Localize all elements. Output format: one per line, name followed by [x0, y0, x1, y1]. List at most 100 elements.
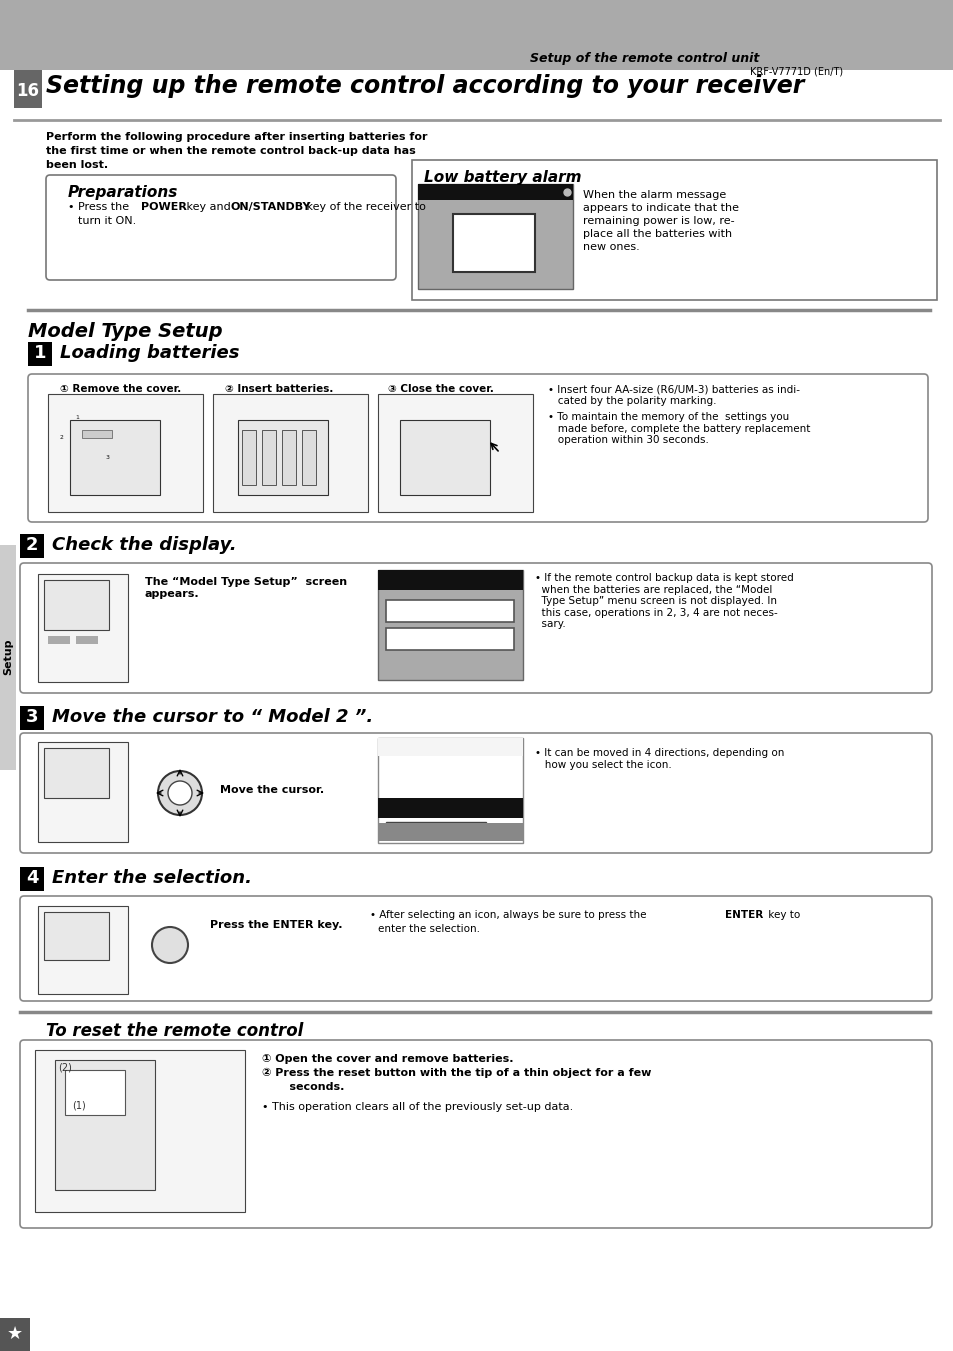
Text: To reset the remote control: To reset the remote control: [46, 1021, 303, 1040]
Bar: [44, 580, 109, 630]
Bar: [417, 184, 573, 200]
Text: Setting up the remote control according to your receiver: Setting up the remote control according …: [46, 74, 803, 99]
Text: Setup of the remote control unit: Setup of the remote control unit: [530, 51, 759, 65]
Text: place all the batteries with: place all the batteries with: [582, 230, 731, 239]
Bar: [48, 636, 70, 644]
Bar: [65, 1070, 125, 1115]
Bar: [0, 0, 953, 70]
Text: • This operation clears all of the previously set-up data.: • This operation clears all of the previ…: [262, 1102, 573, 1112]
Text: POWER: POWER: [141, 203, 187, 212]
Bar: [35, 1050, 245, 1212]
Circle shape: [168, 781, 192, 805]
Bar: [386, 628, 514, 650]
Bar: [44, 912, 109, 961]
Bar: [453, 213, 535, 272]
Bar: [82, 430, 112, 438]
Text: ENTER: ENTER: [724, 911, 762, 920]
Bar: [282, 430, 295, 485]
Text: Loading batteries: Loading batteries: [60, 345, 239, 362]
Bar: [377, 823, 522, 842]
Bar: [28, 342, 52, 366]
Bar: [76, 636, 98, 644]
Text: Preparations: Preparations: [68, 185, 178, 200]
Bar: [377, 738, 522, 757]
Text: appears to indicate that the: appears to indicate that the: [582, 203, 739, 213]
Bar: [237, 420, 328, 494]
Text: 4: 4: [26, 869, 38, 888]
Bar: [262, 430, 275, 485]
Text: Press the ENTER key.: Press the ENTER key.: [210, 920, 342, 929]
Bar: [48, 636, 70, 644]
Text: ²: ²: [60, 435, 64, 444]
Text: ① Open the cover and remove batteries.: ① Open the cover and remove batteries.: [262, 1054, 513, 1065]
Bar: [302, 430, 315, 485]
Bar: [76, 636, 98, 644]
Text: • Press the: • Press the: [68, 203, 132, 212]
Text: seconds.: seconds.: [270, 1082, 344, 1092]
Bar: [76, 636, 98, 644]
Text: 2: 2: [26, 536, 38, 554]
Text: 3: 3: [26, 708, 38, 725]
Text: Check the display.: Check the display.: [52, 536, 236, 554]
Bar: [20, 707, 44, 730]
Circle shape: [158, 771, 202, 815]
Text: key of the receiver to: key of the receiver to: [303, 203, 425, 212]
Text: ② Insert batteries.: ② Insert batteries.: [225, 384, 333, 394]
Bar: [14, 70, 42, 108]
Text: • After selecting an icon, always be sure to press the: • After selecting an icon, always be sur…: [370, 911, 649, 920]
Bar: [44, 748, 109, 798]
FancyBboxPatch shape: [20, 734, 931, 852]
Bar: [242, 430, 255, 485]
Bar: [399, 420, 490, 494]
Bar: [70, 420, 160, 494]
Bar: [48, 636, 70, 644]
Text: Move the cursor to “ Model 2 ”.: Move the cursor to “ Model 2 ”.: [52, 708, 373, 725]
Text: Enter the selection.: Enter the selection.: [52, 869, 252, 888]
Text: key and: key and: [183, 203, 234, 212]
Bar: [377, 738, 522, 843]
Bar: [48, 394, 203, 512]
Text: Low battery alarm: Low battery alarm: [423, 170, 581, 185]
Text: Model Type Setup: Model Type Setup: [28, 322, 222, 340]
Bar: [412, 159, 936, 300]
Text: remaining power is low, re-: remaining power is low, re-: [582, 216, 734, 226]
Bar: [38, 742, 128, 842]
Bar: [377, 394, 533, 512]
Bar: [0, 1319, 30, 1351]
Bar: [38, 907, 128, 994]
Bar: [377, 570, 522, 590]
Text: ³: ³: [105, 455, 109, 465]
Bar: [20, 867, 44, 892]
FancyBboxPatch shape: [28, 374, 927, 521]
Text: ① Remove the cover.: ① Remove the cover.: [60, 384, 181, 394]
Text: • If the remote control backup data is kept stored
  when the batteries are repl: • If the remote control backup data is k…: [535, 573, 793, 630]
Bar: [55, 1061, 154, 1190]
FancyBboxPatch shape: [20, 563, 931, 693]
Bar: [38, 574, 128, 682]
Text: ③ Close the cover.: ③ Close the cover.: [388, 384, 494, 394]
FancyBboxPatch shape: [46, 176, 395, 280]
Text: ¹: ¹: [75, 415, 79, 426]
Text: The “Model Type Setup”  screen
appears.: The “Model Type Setup” screen appears.: [145, 577, 347, 598]
Bar: [0, 544, 16, 770]
Bar: [386, 821, 485, 836]
Text: the first time or when the remote control back-up data has: the first time or when the remote contro…: [46, 146, 416, 155]
Bar: [377, 570, 522, 680]
Text: 16: 16: [16, 82, 39, 100]
Text: new ones.: new ones.: [582, 242, 639, 253]
Text: • It can be moved in 4 directions, depending on
   how you select the icon.: • It can be moved in 4 directions, depen…: [535, 748, 783, 770]
Text: been lost.: been lost.: [46, 159, 108, 170]
Bar: [377, 798, 522, 817]
FancyBboxPatch shape: [20, 896, 931, 1001]
Text: ON/STANDBY: ON/STANDBY: [231, 203, 312, 212]
Text: (1): (1): [71, 1100, 86, 1111]
Bar: [213, 394, 368, 512]
Bar: [417, 184, 573, 289]
Text: key to: key to: [764, 911, 800, 920]
Text: 1: 1: [33, 345, 46, 362]
Text: When the alarm message: When the alarm message: [582, 190, 725, 200]
Text: • To maintain the memory of the  settings you
   made before, complete the batte: • To maintain the memory of the settings…: [547, 412, 809, 446]
Text: (2): (2): [58, 1062, 71, 1071]
Text: ★: ★: [7, 1325, 23, 1343]
Text: Setup: Setup: [3, 639, 13, 676]
